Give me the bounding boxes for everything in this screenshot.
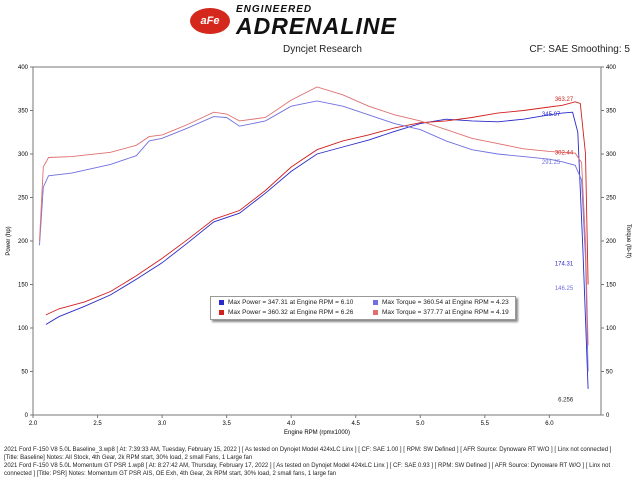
data-label: 174.31 — [555, 262, 574, 268]
legend-box: Max Power = 347.31 at Engine RPM = 6.10 … — [210, 296, 516, 320]
y-tick-label: 300 — [18, 152, 29, 158]
y2-tick-label: 0 — [606, 413, 610, 419]
logo-top-text: ENGINEERED — [236, 4, 313, 15]
x-tick-label: 6.0 — [545, 421, 554, 427]
legend-swatch — [219, 299, 224, 305]
series-line-1 — [45, 101, 589, 316]
data-label: 363.27 — [555, 97, 574, 103]
x-tick-label: 5.5 — [481, 421, 490, 427]
legend-swatch — [373, 299, 378, 305]
x-tick-label: 2.5 — [93, 421, 102, 427]
x-tick-label: 5.0 — [416, 421, 425, 427]
y-tick-label: 50 — [21, 370, 28, 376]
data-label: 291.25 — [542, 160, 561, 166]
y2-tick-label: 250 — [606, 196, 617, 202]
data-label: 146.25 — [555, 286, 574, 292]
y2-axis-label: Torque (lb-ft) — [625, 224, 631, 258]
y2-tick-label: 200 — [606, 239, 617, 245]
y-tick-label: 250 — [18, 196, 29, 202]
footer-line: connected ] [Title: PSR] Notes: Momentum… — [4, 471, 337, 477]
x-tick-label: 3.0 — [158, 421, 167, 427]
legend-swatch — [373, 309, 378, 315]
y2-tick-label: 300 — [606, 152, 617, 158]
aFe-badge: aFe POWER — [190, 8, 232, 53]
y-axis-label: Power (hp) — [6, 226, 12, 255]
y2-tick-label: 50 — [606, 370, 613, 376]
y-tick-label: 0 — [25, 413, 29, 419]
y2-tick-label: 100 — [606, 326, 617, 332]
logo-main-text: ADRENALINE — [236, 13, 397, 39]
legend-text: Max Torque = 377.77 at Engine RPM = 4.19 — [382, 309, 509, 316]
data-label: 302.44 — [555, 150, 574, 156]
legend-entry: Max Torque = 360.54 at Engine RPM = 4.23 — [373, 299, 509, 306]
header-left: Dyncjet Research — [283, 44, 362, 55]
footer-line: 2021 Ford F-150 V8 5.0L Baseline_3.wp8 [… — [4, 447, 612, 453]
y-tick-label: 100 — [18, 326, 29, 332]
x-tick-label: 2.0 — [29, 421, 38, 427]
series-line-0 — [45, 111, 589, 389]
y2-tick-label: 350 — [606, 109, 617, 115]
x-axis-label: Engine RPM (rpmx1000) — [284, 430, 350, 436]
plot-frame — [32, 66, 602, 416]
header-right: CF: SAE Smoothing: 5 — [529, 44, 630, 55]
series-line-2 — [39, 100, 589, 372]
legend-swatch — [219, 309, 224, 315]
series-line-3 — [39, 86, 589, 346]
data-label: 6.256 — [558, 397, 574, 403]
y-tick-label: 400 — [18, 65, 29, 71]
y2-tick-label: 400 — [606, 65, 617, 71]
y2-tick-label: 150 — [606, 283, 617, 289]
y-tick-label: 150 — [18, 283, 29, 289]
footer-line: [Title: Baseline] Notes: All Stock, 4th … — [4, 455, 253, 461]
legend-text: Max Torque = 360.54 at Engine RPM = 4.23 — [382, 299, 509, 306]
y-tick-label: 200 — [18, 239, 29, 245]
footer-line: 2021 Ford F-150 V8 5.0L Momentum GT PSR … — [4, 463, 611, 469]
data-label: 345.97 — [542, 112, 561, 118]
x-tick-label: 3.5 — [222, 421, 231, 427]
x-tick-label: 4.5 — [352, 421, 361, 427]
legend-entry: Max Torque = 377.77 at Engine RPM = 4.19 — [373, 309, 509, 316]
legend-entry: Max Power = 347.31 at Engine RPM = 6.10 — [219, 299, 353, 306]
legend-entry: Max Power = 360.32 at Engine RPM = 6.26 — [219, 309, 353, 316]
y-tick-label: 350 — [18, 109, 29, 115]
aFe-logo: aFe POWER ENGINEERED ADRENALINE — [190, 4, 450, 53]
x-tick-label: 4.0 — [287, 421, 296, 427]
legend-text: Max Power = 360.32 at Engine RPM = 6.26 — [228, 309, 354, 316]
legend-text: Max Power = 347.31 at Engine RPM = 6.10 — [228, 299, 354, 306]
